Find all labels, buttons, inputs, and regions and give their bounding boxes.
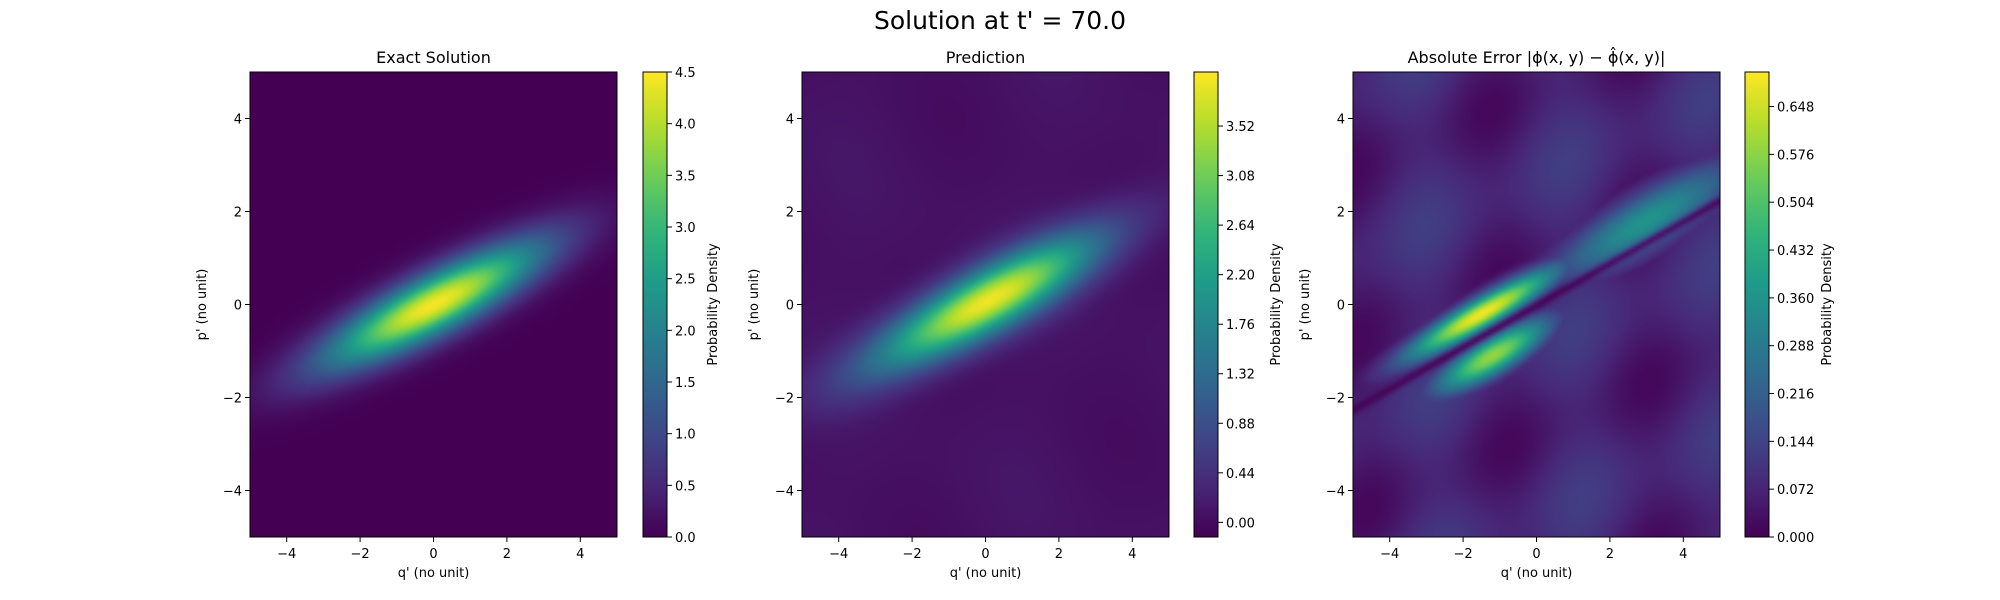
chart-panel-3: Absolute Error |ϕ(x, y) − ϕ̂(x, y)| −4 −2 0… bbox=[1298, 47, 1835, 581]
colorbar-tick-label: 4.5 bbox=[675, 66, 696, 81]
y-axis-label: p' (no unit) bbox=[195, 269, 210, 341]
colorbar-tick-label: 0.216 bbox=[1777, 388, 1814, 403]
x-tick-label: 4 bbox=[576, 547, 584, 562]
colorbar-tick-label: 0.144 bbox=[1777, 435, 1814, 450]
colorbar-tick-label: 2.5 bbox=[675, 273, 696, 288]
y-tick-label: 0 bbox=[786, 299, 794, 314]
y-tick-label: 0 bbox=[1337, 299, 1345, 314]
y-tick-label: 4 bbox=[234, 113, 242, 128]
y-tick-label: 4 bbox=[1337, 113, 1345, 128]
x-tick-label: 4 bbox=[1679, 547, 1687, 562]
colorbar-tick-label: 3.08 bbox=[1226, 170, 1255, 185]
y-tick-label: 2 bbox=[786, 206, 794, 221]
figure-suptitle: Solution at t' = 70.0 bbox=[873, 6, 1127, 35]
y-tick-label: 4 bbox=[786, 113, 794, 128]
x-tick-label: −4 bbox=[277, 547, 296, 562]
colorbar-tick-label: 0.88 bbox=[1226, 417, 1255, 432]
panel-title: Prediction bbox=[946, 48, 1025, 67]
y-tick-label: 2 bbox=[1337, 206, 1345, 221]
y-tick-label: −2 bbox=[1326, 392, 1345, 407]
colorbar-label: Probability Density bbox=[1269, 243, 1284, 366]
colorbar-tick-label: 0.00 bbox=[1226, 516, 1255, 531]
colorbar-tick-label: 2.64 bbox=[1226, 219, 1255, 234]
y-tick-label: −2 bbox=[775, 392, 794, 407]
x-tick-label: −2 bbox=[1454, 547, 1473, 562]
x-tick-label: −4 bbox=[1380, 547, 1399, 562]
colorbar-tick-label: 0.072 bbox=[1777, 483, 1814, 498]
x-tick-label: −2 bbox=[903, 547, 922, 562]
colorbar-tick-label: 1.32 bbox=[1226, 368, 1255, 383]
y-tick-label: −4 bbox=[1326, 485, 1345, 500]
heatmap-image bbox=[1353, 72, 1720, 537]
y-tick-label: −4 bbox=[223, 485, 242, 500]
x-tick-label: 0 bbox=[981, 547, 989, 562]
colorbar-tick-label: 0.648 bbox=[1777, 101, 1814, 116]
colorbar-tick-label: 1.0 bbox=[675, 428, 696, 443]
x-tick-label: 0 bbox=[429, 547, 437, 562]
colorbar-tick-label: 3.52 bbox=[1226, 120, 1255, 135]
colorbar-tick-label: 0.44 bbox=[1226, 467, 1255, 482]
colorbar-tick-label: 0.000 bbox=[1777, 531, 1814, 546]
y-axis-label: p' (no unit) bbox=[1298, 269, 1313, 341]
colorbar-tick-label: 1.76 bbox=[1226, 318, 1255, 333]
heatmap-image bbox=[802, 72, 1169, 537]
colorbar bbox=[1193, 71, 1219, 538]
x-tick-label: 4 bbox=[1128, 547, 1136, 562]
x-tick-label: 2 bbox=[1055, 547, 1063, 562]
x-axis-label: q' (no unit) bbox=[1501, 566, 1573, 581]
colorbar-tick-label: 3.0 bbox=[675, 221, 696, 236]
colorbar-label: Probability Density bbox=[1820, 243, 1835, 366]
chart-panel-2: Prediction −4 −2 0 2 4 −4 −2 0 2 4 q' (no unit) p' (… bbox=[747, 48, 1284, 581]
x-tick-label: 0 bbox=[1532, 547, 1540, 562]
colorbar-tick-label: 2.20 bbox=[1226, 269, 1255, 284]
colorbar-tick-label: 0.432 bbox=[1777, 244, 1814, 259]
x-tick-label: −2 bbox=[351, 547, 370, 562]
colorbar bbox=[1744, 71, 1770, 538]
y-tick-label: 0 bbox=[234, 299, 242, 314]
colorbar-tick-label: 0.360 bbox=[1777, 292, 1814, 307]
colorbar-tick-label: 0.576 bbox=[1777, 148, 1814, 163]
colorbar-tick-label: 0.504 bbox=[1777, 196, 1814, 211]
colorbar-tick-label: 0.288 bbox=[1777, 340, 1814, 355]
y-tick-label: 2 bbox=[234, 206, 242, 221]
x-tick-label: 2 bbox=[503, 547, 511, 562]
x-tick-label: 2 bbox=[1606, 547, 1614, 562]
colorbar bbox=[642, 71, 668, 538]
colorbar-tick-label: 2.0 bbox=[675, 324, 696, 339]
colorbar-tick-label: 1.5 bbox=[675, 376, 696, 391]
colorbar-label: Probability Density bbox=[706, 243, 721, 366]
colorbar-tick-label: 4.0 bbox=[675, 118, 696, 133]
heatmap-image bbox=[250, 72, 617, 537]
colorbar-tick-label: 0.0 bbox=[675, 531, 696, 546]
chart-panel-1: Exact Solution −4 −2 0 2 4 −4 −2 0 2 4 q' (no unit)… bbox=[195, 48, 721, 581]
x-axis-label: q' (no unit) bbox=[398, 566, 470, 581]
y-tick-label: −4 bbox=[775, 485, 794, 500]
colorbar-tick-label: 0.5 bbox=[675, 479, 696, 494]
x-tick-label: −4 bbox=[829, 547, 848, 562]
panel-title: Absolute Error |ϕ(x, y) − ϕ̂(x, y)| bbox=[1408, 47, 1666, 67]
colorbar-tick-label: 3.5 bbox=[675, 169, 696, 184]
panel-title: Exact Solution bbox=[376, 48, 491, 67]
x-axis-label: q' (no unit) bbox=[950, 566, 1022, 581]
y-axis-label: p' (no unit) bbox=[747, 269, 762, 341]
y-tick-label: −2 bbox=[223, 392, 242, 407]
